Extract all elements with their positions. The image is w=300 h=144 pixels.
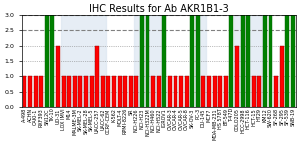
Bar (257, 76, 261, 107)
Bar (22, 76, 26, 107)
Bar (246, 15, 250, 107)
Bar (162, 15, 166, 107)
Bar (274, 76, 278, 107)
Bar (218, 76, 222, 107)
Bar (291, 15, 295, 107)
Bar (196, 15, 200, 107)
Bar (190, 15, 194, 107)
Bar (280, 46, 284, 107)
Bar (195, 15, 206, 107)
Title: IHC Results for Ab AKR1B1-3: IHC Results for Ab AKR1B1-3 (89, 4, 229, 14)
Bar (129, 76, 133, 107)
Bar (146, 15, 149, 107)
Bar (28, 76, 32, 107)
Bar (202, 76, 206, 107)
Bar (39, 76, 43, 107)
Bar (173, 76, 177, 107)
Bar (179, 76, 183, 107)
Bar (118, 76, 122, 107)
Bar (185, 76, 189, 107)
Bar (112, 76, 116, 107)
Bar (252, 76, 256, 107)
Bar (90, 76, 94, 107)
Bar (157, 76, 161, 107)
Bar (34, 76, 38, 107)
Bar (134, 76, 138, 107)
Bar (78, 76, 82, 107)
Bar (61, 15, 106, 107)
Bar (84, 76, 88, 107)
Bar (106, 76, 110, 107)
Bar (73, 76, 77, 107)
Bar (285, 15, 289, 107)
Bar (134, 15, 161, 107)
Bar (235, 46, 239, 107)
Bar (62, 76, 66, 107)
Bar (263, 15, 267, 107)
Bar (224, 76, 228, 107)
Bar (50, 15, 54, 107)
Bar (56, 46, 60, 107)
Bar (241, 15, 244, 107)
Bar (140, 15, 144, 107)
Bar (207, 76, 211, 107)
Bar (151, 76, 155, 107)
Bar (95, 46, 99, 107)
Bar (234, 15, 262, 107)
Bar (268, 15, 272, 107)
Bar (101, 76, 105, 107)
Bar (67, 76, 71, 107)
Bar (168, 76, 172, 107)
Bar (123, 76, 127, 107)
Bar (213, 76, 217, 107)
Bar (45, 15, 49, 107)
Bar (230, 15, 233, 107)
